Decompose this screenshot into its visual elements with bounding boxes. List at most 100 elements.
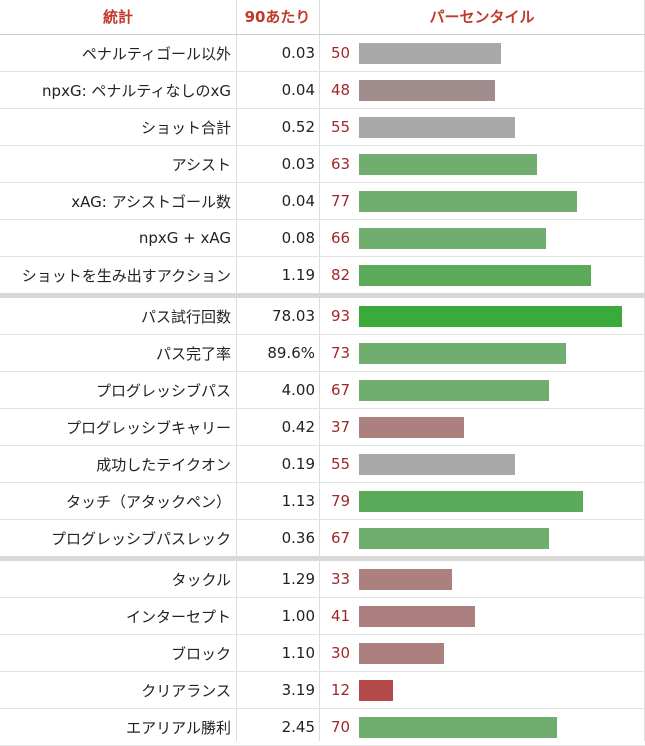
percentile-bar bbox=[359, 306, 622, 327]
percentile-label: 12 bbox=[331, 681, 351, 699]
stat-label: ショット合計 bbox=[140, 118, 231, 137]
per90-value: 0.08 bbox=[281, 229, 315, 247]
percentile-bar bbox=[359, 680, 393, 701]
per90-value: 89.6% bbox=[267, 344, 315, 362]
per90-value: 0.36 bbox=[281, 529, 315, 547]
percentile-bar bbox=[359, 80, 495, 101]
percentile-bar bbox=[359, 569, 452, 590]
percentile-label: 37 bbox=[331, 418, 351, 436]
table-row: npxG + xAG 0.08 66 bbox=[0, 220, 645, 257]
per90-value: 2.45 bbox=[281, 718, 315, 736]
table-row: タックル 1.29 33 bbox=[0, 561, 645, 598]
percentile-label: 63 bbox=[331, 155, 351, 173]
percentile-bar bbox=[359, 117, 515, 138]
percentile-bar bbox=[359, 454, 515, 475]
percentile-bar bbox=[359, 380, 549, 401]
percentile-label: 93 bbox=[331, 307, 351, 325]
percentile-label: 50 bbox=[331, 44, 351, 62]
per90-value: 1.29 bbox=[281, 570, 315, 588]
column-divider bbox=[319, 0, 320, 741]
table-row: クリアランス 3.19 12 bbox=[0, 672, 645, 709]
per90-value: 78.03 bbox=[272, 307, 315, 325]
percentile-label: 77 bbox=[331, 192, 351, 210]
percentile-bar bbox=[359, 265, 591, 286]
stat-label: タッチ（アタックペン） bbox=[65, 492, 231, 511]
percentile-label: 55 bbox=[331, 118, 351, 136]
percentile-bar bbox=[359, 343, 566, 364]
per90-value: 0.19 bbox=[281, 455, 315, 473]
table-row: 成功したテイクオン 0.19 55 bbox=[0, 446, 645, 483]
percentile-label: 67 bbox=[331, 529, 351, 547]
percentile-label: 73 bbox=[331, 344, 351, 362]
stat-label: タックル bbox=[171, 570, 231, 589]
percentile-label: 55 bbox=[331, 455, 351, 473]
stat-label: ブロック bbox=[170, 644, 231, 663]
percentile-label: 48 bbox=[331, 81, 351, 99]
per90-value: 0.04 bbox=[281, 81, 315, 99]
table-row: アシスト 0.03 63 bbox=[0, 146, 645, 183]
table-row: ブロック 1.10 30 bbox=[0, 635, 645, 672]
percentile-bar bbox=[359, 228, 546, 249]
percentile-bar bbox=[359, 491, 583, 512]
per90-value: 0.42 bbox=[281, 418, 315, 436]
per90-value: 0.52 bbox=[281, 118, 315, 136]
table-row: プログレッシブパスレック 0.36 67 bbox=[0, 520, 645, 561]
stat-label: npxG: ペナルティなしのxG bbox=[42, 81, 231, 100]
per90-value: 1.19 bbox=[281, 266, 315, 284]
per90-value: 1.10 bbox=[281, 644, 315, 662]
percentile-label: 66 bbox=[331, 229, 351, 247]
table-row: xAG: アシストゴール数 0.04 77 bbox=[0, 183, 645, 220]
stat-label: クリアランス bbox=[141, 681, 231, 700]
table-row: インターセプト 1.00 41 bbox=[0, 598, 645, 635]
per90-value: 0.03 bbox=[281, 155, 315, 173]
per90-value: 0.04 bbox=[281, 192, 315, 210]
stat-label: パス完了率 bbox=[155, 344, 231, 363]
stat-label: npxG + xAG bbox=[138, 229, 231, 247]
per90-value: 3.19 bbox=[281, 681, 315, 699]
table-row: ショットを生み出すアクション 1.19 82 bbox=[0, 257, 645, 298]
percentile-label: 79 bbox=[331, 492, 351, 510]
stat-label: プログレッシブパスレック bbox=[50, 529, 231, 548]
header-percentile: パーセンタイル bbox=[429, 8, 535, 26]
percentile-bar bbox=[359, 528, 549, 549]
table-row: ペナルティゴール以外 0.03 50 bbox=[0, 35, 645, 72]
table-row: エアリアル勝利 2.45 70 bbox=[0, 709, 645, 746]
percentile-label: 82 bbox=[331, 266, 351, 284]
stat-label: インターセプト bbox=[125, 607, 231, 626]
per90-value: 0.03 bbox=[281, 44, 315, 62]
percentile-bar bbox=[359, 606, 475, 627]
percentile-label: 70 bbox=[331, 718, 351, 736]
stat-label: xAG: アシストゴール数 bbox=[71, 192, 231, 211]
stat-label: 成功したテイクオン bbox=[96, 455, 231, 474]
table-header: 統計 90あたり パーセンタイル bbox=[0, 0, 645, 35]
stat-label: ペナルティゴール以外 bbox=[81, 44, 231, 63]
table-row: プログレッシブキャリー 0.42 37 bbox=[0, 409, 645, 446]
percentile-label: 30 bbox=[331, 644, 351, 662]
stat-label: アシスト bbox=[171, 155, 231, 174]
percentile-label: 41 bbox=[331, 607, 351, 625]
stat-label: パス試行回数 bbox=[140, 307, 231, 326]
percentile-bar bbox=[359, 643, 444, 664]
column-divider bbox=[236, 0, 237, 741]
table-row: npxG: ペナルティなしのxG 0.04 48 bbox=[0, 72, 645, 109]
stat-label: プログレッシブキャリー bbox=[65, 418, 231, 437]
stat-label: エアリアル勝利 bbox=[126, 718, 231, 737]
per90-value: 1.13 bbox=[281, 492, 315, 510]
stat-label: ショットを生み出すアクション bbox=[21, 266, 231, 285]
percentile-bar bbox=[359, 717, 557, 738]
per90-value: 1.00 bbox=[281, 607, 315, 625]
table-row: プログレッシブパス 4.00 67 bbox=[0, 372, 645, 409]
stat-label: プログレッシブパス bbox=[95, 381, 231, 400]
percentile-label: 67 bbox=[331, 381, 351, 399]
percentile-bar bbox=[359, 417, 464, 438]
table-row: タッチ（アタックペン） 1.13 79 bbox=[0, 483, 645, 520]
percentile-label: 33 bbox=[331, 570, 351, 588]
percentile-bar bbox=[359, 154, 537, 175]
percentile-bar bbox=[359, 191, 577, 212]
per90-value: 4.00 bbox=[281, 381, 315, 399]
table-row: パス完了率 89.6% 73 bbox=[0, 335, 645, 372]
table-row: パス試行回数 78.03 93 bbox=[0, 298, 645, 335]
table-row: ショット合計 0.52 55 bbox=[0, 109, 645, 146]
header-stat: 統計 bbox=[102, 8, 133, 26]
header-per90: 90あたり bbox=[244, 8, 311, 26]
